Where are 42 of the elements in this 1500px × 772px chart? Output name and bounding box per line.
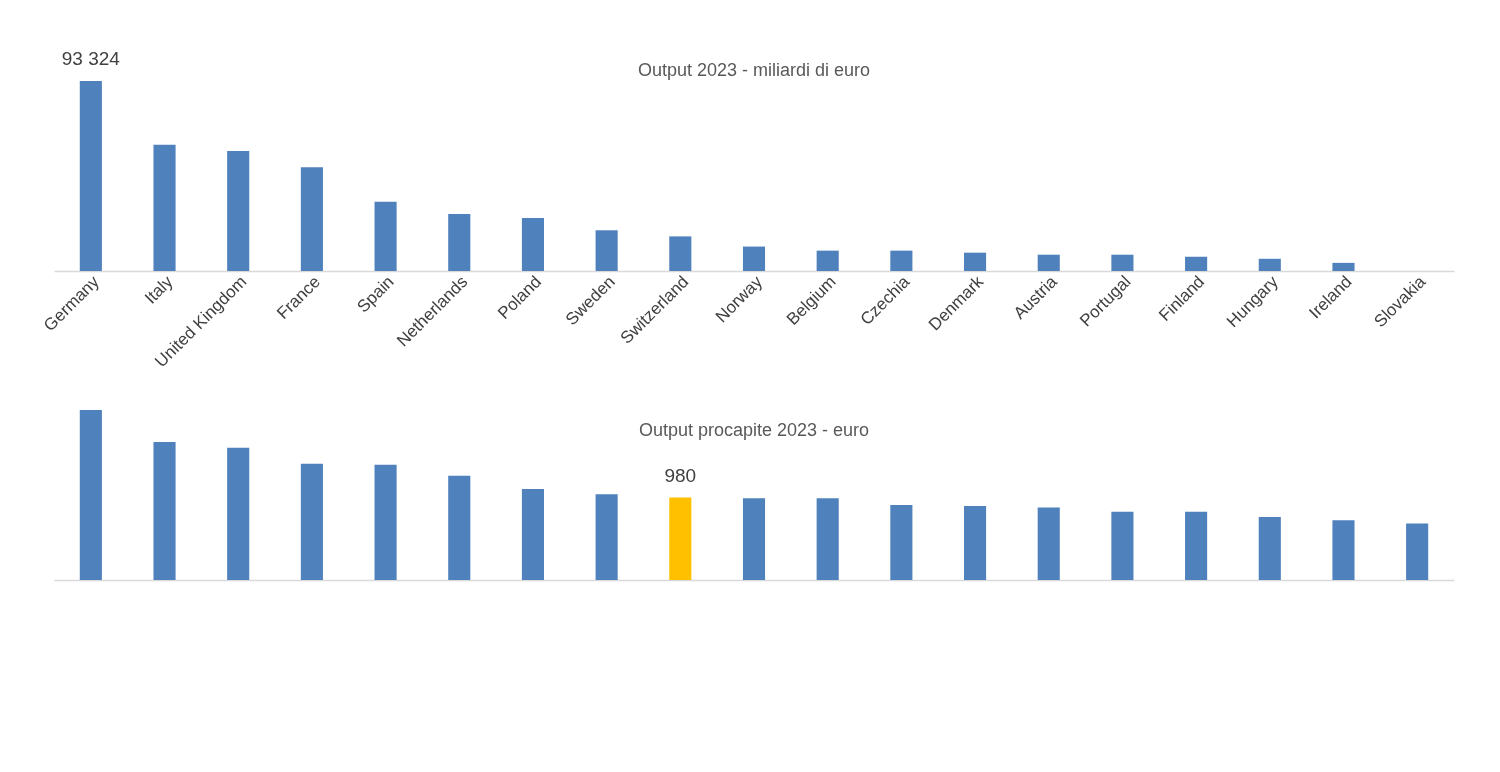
bar — [669, 236, 692, 271]
bar — [816, 250, 839, 271]
bar — [595, 230, 618, 271]
bar — [227, 150, 250, 271]
bar — [1332, 520, 1355, 580]
bar — [300, 167, 323, 271]
bar — [374, 201, 397, 271]
bar — [1185, 511, 1208, 580]
bar — [79, 81, 102, 271]
bar — [1258, 516, 1281, 580]
bar — [890, 250, 913, 271]
bar — [448, 213, 471, 271]
bar — [964, 505, 987, 580]
bar — [595, 494, 618, 580]
bar — [1111, 511, 1134, 580]
bar — [1111, 254, 1134, 271]
bar — [1332, 262, 1355, 271]
x-tick-label: Italy — [141, 271, 177, 308]
chart-title: Output 2023 - miliardi di euro — [637, 60, 871, 80]
bar — [521, 489, 544, 580]
bar — [448, 475, 471, 580]
bar — [964, 252, 987, 271]
bar — [1406, 523, 1429, 580]
bar — [1185, 256, 1208, 271]
bar — [153, 144, 176, 271]
bar — [374, 464, 397, 580]
text: Output procapite 2023 - euro — [638, 420, 870, 440]
bar — [742, 246, 766, 271]
bar — [890, 505, 913, 580]
bar — [816, 498, 839, 580]
bar — [1037, 507, 1060, 580]
bar — [669, 497, 692, 580]
data-label: 93 324 — [61, 48, 121, 69]
bar — [300, 463, 323, 580]
bar — [79, 410, 102, 580]
data-label: 980 — [664, 464, 697, 486]
bar — [1037, 254, 1060, 271]
bar — [521, 218, 544, 271]
bar — [742, 498, 766, 580]
bar — [153, 441, 176, 580]
bar — [1258, 258, 1281, 271]
bar — [227, 447, 250, 580]
